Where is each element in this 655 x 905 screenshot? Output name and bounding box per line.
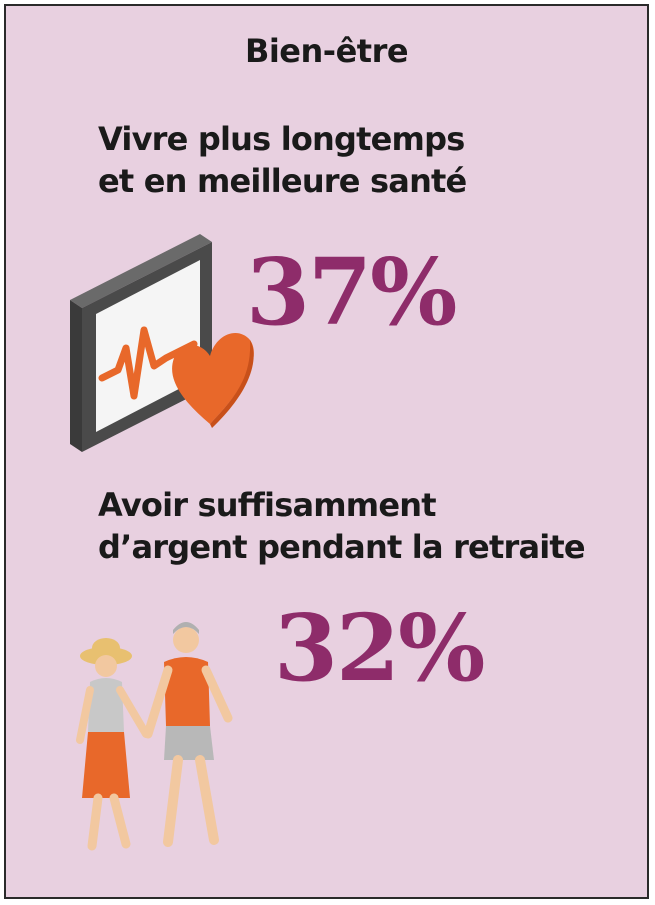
stat-value-retirement-money: 32% [274,594,485,702]
stat-value-longevity: 37% [246,238,457,346]
infographic-card: Bien-être Vivre plus longtemps et en mei… [4,4,649,899]
retired-couple-walking-icon [76,622,233,851]
headline-line: d’argent pendant la retraite [98,528,586,566]
headline-longevity: Vivre plus longtemps et en meilleure san… [98,118,467,202]
health-monitor-heart-icon [70,234,254,452]
infographic-title: Bien-être [244,32,409,70]
headline-retirement-money: Avoir suffisamment d’argent pendant la r… [98,484,586,568]
headline-line: et en meilleure santé [98,162,467,200]
headline-line: Vivre plus longtemps [98,120,465,158]
headline-line: Avoir suffisamment [98,486,437,524]
